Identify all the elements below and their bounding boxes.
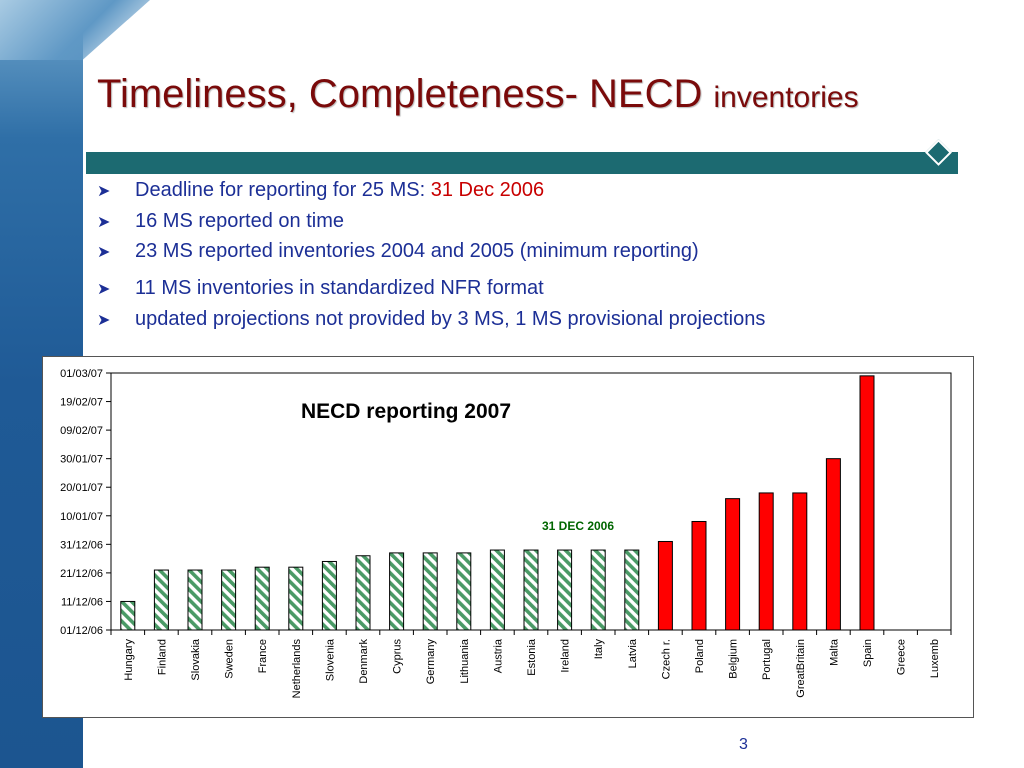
bar-sweden	[221, 569, 237, 631]
bar-finland	[153, 569, 169, 631]
x-tick-label: Portugal	[761, 639, 773, 680]
x-tick-label: Germany	[425, 639, 437, 685]
bar-hungary	[120, 600, 136, 631]
x-tick-label: Netherlands	[291, 639, 303, 699]
bar-austria	[489, 549, 505, 631]
x-tick-label: Estonia	[526, 638, 538, 676]
page-number: 3	[739, 736, 748, 753]
bar-italy	[590, 549, 606, 631]
arrow-bullet-icon: ➤	[97, 281, 111, 298]
x-tick-label: Belgium	[728, 639, 740, 679]
bullet-item: ➤ 16 MS reported on time	[97, 209, 344, 235]
bar-denmark	[355, 555, 371, 631]
x-tick-label: GreatBritain	[795, 639, 807, 698]
x-tick-label: Finland	[156, 639, 168, 675]
bar-slovakia	[187, 569, 203, 631]
europe-map-decoration	[0, 0, 150, 60]
x-tick-label: Czech r.	[660, 639, 672, 679]
bar-czech-r-	[657, 540, 673, 631]
x-axis: Hungary Finland Slovakia Sweden France Nether…	[110, 630, 952, 699]
x-tick-label: Austria	[492, 638, 504, 673]
x-tick-label: Poland	[694, 639, 706, 673]
bullet-text: 11 MS inventories in standardized NFR fo…	[135, 277, 544, 299]
arrow-bullet-icon: ➤	[97, 312, 111, 329]
x-tick-label: Spain	[862, 639, 874, 667]
bar-poland	[691, 520, 707, 631]
bar-netherlands	[288, 566, 304, 631]
x-tick-label: Hungary	[123, 639, 135, 681]
bar-ireland	[557, 549, 573, 631]
x-tick-label: Lithuania	[459, 638, 471, 684]
x-tick-label: Ireland	[560, 639, 572, 673]
slide-title: Timeliness, Completeness- NECD inventori…	[97, 72, 859, 117]
x-tick-label: Malta	[828, 638, 840, 666]
chart-title: NECD reporting 2007	[301, 400, 511, 423]
x-tick-label: Luxemb	[929, 639, 941, 678]
y-tick-label: 20/01/07	[60, 482, 103, 494]
bar-france	[254, 566, 270, 631]
bullet-text: Deadline for reporting for 25 MS:	[135, 179, 431, 201]
x-tick-label: Denmark	[358, 639, 370, 684]
bar-lithuania	[456, 552, 472, 631]
bar-latvia	[624, 549, 640, 631]
x-tick-label: France	[257, 639, 269, 673]
chart-svg: 01/12/06 11/12/06 21/12/06 31/12/06 10/01/07…	[60, 368, 952, 699]
y-axis: 01/12/06 11/12/06 21/12/06 31/12/06 10/01/07…	[60, 368, 111, 637]
x-tick-label: Sweden	[224, 639, 236, 679]
bar-germany	[422, 552, 438, 631]
bullet-item: ➤ 23 MS reported inventories 2004 and 200…	[97, 239, 699, 265]
bar-greatbritain	[792, 492, 808, 631]
bar-spain	[859, 375, 875, 631]
bullet-item: ➤ Deadline for reporting for 25 MS: 31 De…	[97, 178, 544, 204]
x-tick-label: Cyprus	[392, 639, 404, 674]
deadline-annotation: 31 DEC 2006	[542, 519, 614, 533]
bullet-item: ➤ updated projections not provided by 3 M…	[97, 307, 765, 333]
y-tick-label: 21/12/06	[60, 568, 103, 580]
y-tick-label: 01/12/06	[60, 625, 103, 637]
bar-portugal	[758, 492, 774, 631]
y-tick-label: 09/02/07	[60, 425, 103, 437]
y-tick-label: 31/12/06	[60, 539, 103, 551]
bar-cyprus	[389, 552, 405, 631]
x-tick-label: Slovakia	[190, 638, 202, 680]
bar-series	[120, 375, 875, 631]
bar-estonia	[523, 549, 539, 631]
bar-belgium	[725, 498, 741, 631]
x-tick-label: Italy	[593, 639, 605, 660]
title-divider	[86, 152, 958, 174]
arrow-bullet-icon: ➤	[97, 244, 111, 261]
bullet-text: 23 MS reported inventories 2004 and 2005…	[135, 240, 699, 262]
y-tick-label: 01/03/07	[60, 368, 103, 380]
arrow-bullet-icon: ➤	[97, 183, 111, 200]
y-tick-label: 11/12/06	[61, 596, 103, 608]
bullet-item: ➤ 11 MS inventories in standardized NFR f…	[97, 276, 544, 302]
y-tick-label: 30/01/07	[60, 454, 103, 466]
arrow-bullet-icon: ➤	[97, 214, 111, 231]
bar-malta	[825, 458, 841, 631]
x-tick-label: Latvia	[627, 638, 639, 668]
bullet-text: 16 MS reported on time	[135, 210, 344, 232]
y-tick-label: 10/01/07	[60, 511, 103, 523]
x-tick-label: Greece	[896, 639, 908, 675]
x-tick-label: Slovenia	[324, 638, 336, 681]
bullet-text: updated projections not provided by 3 MS…	[135, 308, 766, 330]
slide-title-main: Timeliness, Completeness- NECD	[97, 72, 703, 116]
slide-title-suffix: inventories	[713, 81, 859, 114]
y-tick-label: 19/02/07	[60, 397, 103, 409]
chart-container: 01/12/06 11/12/06 21/12/06 31/12/06 10/01/07…	[42, 356, 974, 718]
bullet-highlight: 31 Dec 2006	[430, 179, 545, 201]
bar-slovenia	[321, 560, 337, 631]
